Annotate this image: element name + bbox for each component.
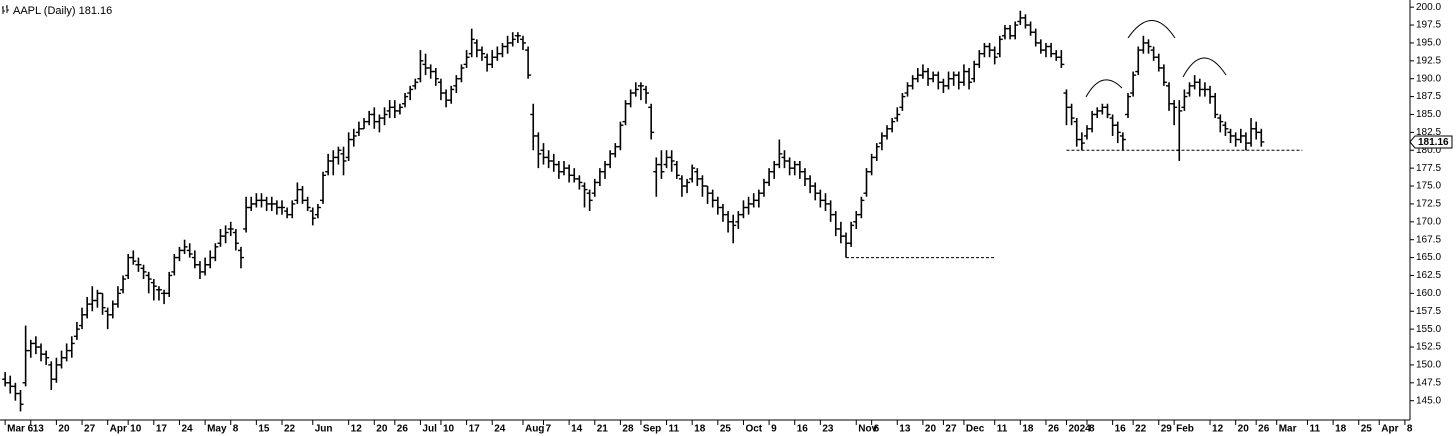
- y-tick-label: 172.5: [1416, 199, 1441, 210]
- x-tick-label: Apr: [110, 424, 127, 435]
- x-tick-label: 14: [571, 424, 583, 435]
- x-tick-label: May: [207, 424, 227, 435]
- x-tick-label: Jul: [422, 424, 437, 435]
- x-tick-label: 22: [284, 424, 296, 435]
- last-price-pointer: [1409, 135, 1453, 149]
- x-tick-label: 26: [397, 424, 409, 435]
- y-tick-label: 182.5: [1416, 127, 1441, 138]
- x-tick-label: Jun: [315, 424, 333, 435]
- x-tick-label: 8: [1407, 424, 1413, 435]
- x-tick-label: 11: [1309, 424, 1320, 435]
- x-tick-label: 24: [494, 424, 506, 435]
- head-arc: [1127, 20, 1176, 39]
- x-tick-label: Nov: [858, 424, 877, 435]
- x-tick-label: Feb: [1176, 424, 1194, 435]
- y-tick-label: 162.5: [1416, 270, 1441, 281]
- y-tick-label: 192.5: [1416, 55, 1441, 66]
- y-tick-label: 157.5: [1416, 306, 1441, 317]
- y-tick-label: 190.0: [1416, 73, 1441, 84]
- y-tick-label: 160.0: [1416, 288, 1441, 299]
- x-tick-label: 26: [1048, 424, 1060, 435]
- x-tick-label: 24: [181, 424, 193, 435]
- x-tick-label: 8: [233, 424, 239, 435]
- x-tick-label: Mar: [1279, 424, 1297, 435]
- x-tick-label: 20: [925, 424, 937, 435]
- x-tick-label: 10: [130, 424, 142, 435]
- y-tick-label: 200.0: [1416, 2, 1441, 13]
- x-tick-label: 15: [258, 424, 270, 435]
- x-tick-label: 13: [899, 424, 911, 435]
- x-tick-label: 13: [33, 424, 45, 435]
- x-tick-label: 18: [1022, 424, 1034, 435]
- x-tick-label: 26: [1258, 424, 1270, 435]
- x-tick-label: 20: [376, 424, 388, 435]
- x-tick-label: 12: [1212, 424, 1224, 435]
- x-tick-label: 8: [1089, 424, 1095, 435]
- x-tick-label: 2024: [1068, 424, 1091, 435]
- x-tick-label: 11: [669, 424, 680, 435]
- x-tick-label: 9: [771, 424, 777, 435]
- y-tick-label: 165.0: [1416, 252, 1441, 263]
- y-tick-label: 155.0: [1416, 324, 1441, 335]
- x-tick-label: 7: [545, 424, 551, 435]
- last-price-label: 181.16: [1418, 137, 1449, 148]
- x-tick-label: 6: [874, 424, 880, 435]
- right-shoulder-arc: [1182, 57, 1227, 78]
- x-tick-label: 17: [156, 424, 168, 435]
- x-tick-label: 18: [1335, 424, 1347, 435]
- x-tick-label: 21: [597, 424, 609, 435]
- x-tick-label: 23: [822, 424, 834, 435]
- x-tick-label: Aug: [525, 424, 544, 435]
- x-tick-label: 29: [1161, 424, 1173, 435]
- x-tick-label: 25: [720, 424, 732, 435]
- x-tick-label: Dec: [966, 424, 985, 435]
- x-tick-label: 10: [443, 424, 455, 435]
- y-tick-label: 167.5: [1416, 234, 1441, 245]
- y-tick-label: 177.5: [1416, 163, 1441, 174]
- y-tick-label: 185.0: [1416, 109, 1441, 120]
- x-tick-label: 27: [84, 424, 96, 435]
- y-tick-label: 145.0: [1416, 395, 1441, 406]
- y-tick-label: 147.5: [1416, 377, 1441, 388]
- x-tick-label: Mar 6: [7, 424, 34, 435]
- y-tick-label: 175.0: [1416, 181, 1441, 192]
- y-tick-label: 170.0: [1416, 216, 1441, 227]
- x-tick-label: 16: [797, 424, 809, 435]
- x-tick-label: 20: [1238, 424, 1250, 435]
- title-icon: [2, 5, 9, 14]
- chart-title: AAPL (Daily) 181.16: [13, 5, 112, 17]
- x-tick-label: 20: [58, 424, 70, 435]
- x-tick-label: 22: [1135, 424, 1147, 435]
- y-tick-label: 197.5: [1416, 20, 1441, 31]
- x-tick-label: 11: [997, 424, 1008, 435]
- x-tick-label: 12: [351, 424, 363, 435]
- x-tick-label: Apr: [1381, 424, 1398, 435]
- y-tick-label: 195.0: [1416, 38, 1441, 49]
- x-tick-label: 28: [622, 424, 634, 435]
- y-tick-label: 152.5: [1416, 342, 1441, 353]
- y-tick-label: 187.5: [1416, 91, 1441, 102]
- y-tick-label: 150.0: [1416, 360, 1441, 371]
- y-tick-label: 180.0: [1416, 145, 1441, 156]
- x-tick-label: 16: [1115, 424, 1127, 435]
- x-tick-label: 18: [694, 424, 706, 435]
- left-shoulder-arc: [1085, 79, 1123, 98]
- x-tick-label: 25: [1361, 424, 1373, 435]
- x-tick-label: 27: [945, 424, 957, 435]
- x-tick-label: Sep: [643, 424, 661, 435]
- x-tick-label: Oct: [745, 424, 762, 435]
- x-tick-label: 17: [469, 424, 481, 435]
